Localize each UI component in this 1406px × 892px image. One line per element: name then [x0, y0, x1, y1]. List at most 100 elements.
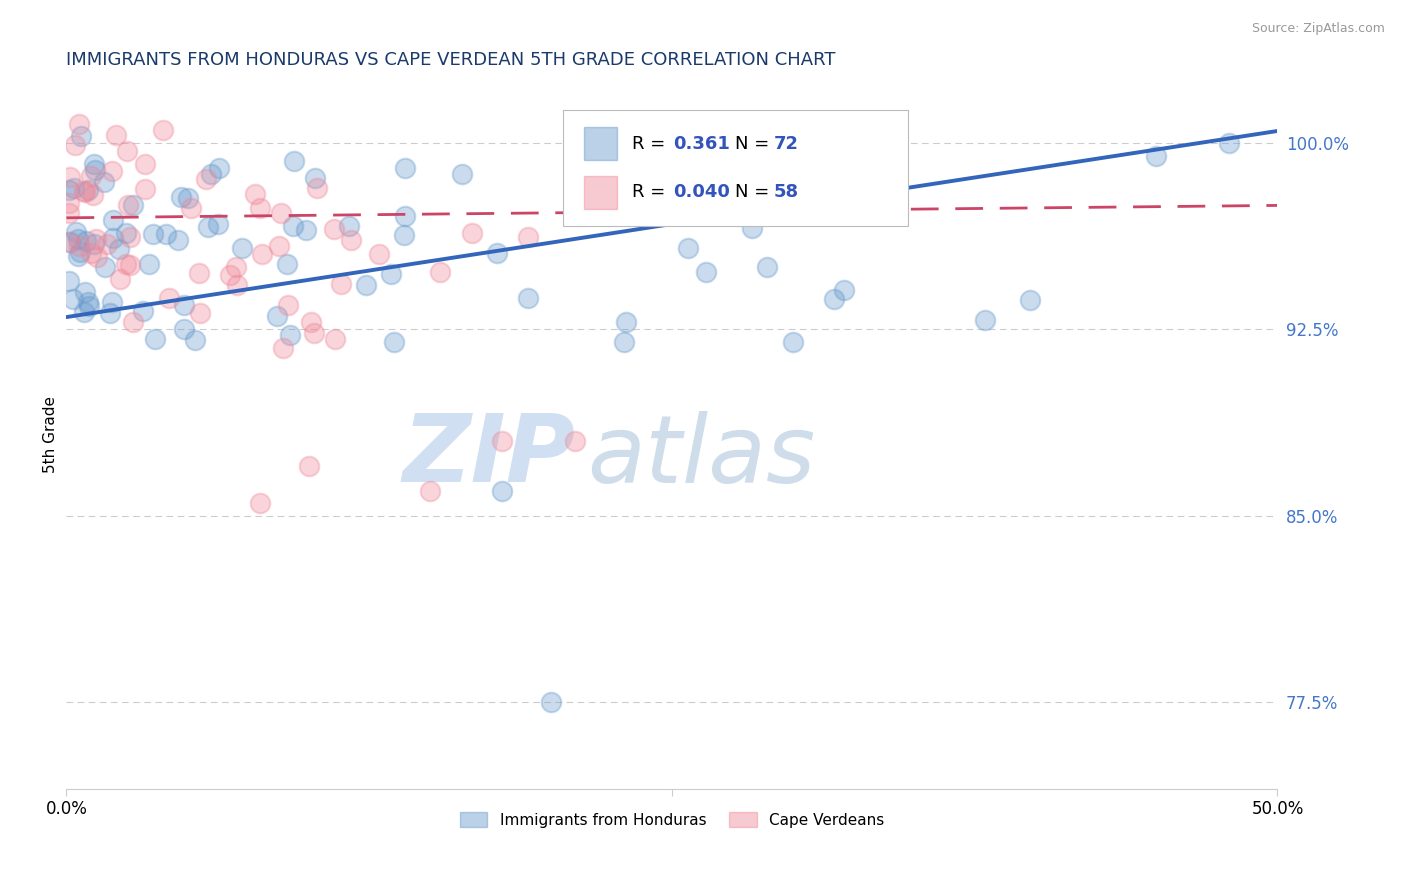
- Point: [249, 201, 271, 215]
- Point: [340, 233, 363, 247]
- Point: [295, 223, 318, 237]
- Point: [63, 138, 86, 153]
- Point: [208, 161, 231, 175]
- Legend: Immigrants from Honduras, Cape Verdeans: Immigrants from Honduras, Cape Verdeans: [454, 806, 890, 834]
- Point: [461, 226, 484, 240]
- Point: [243, 186, 266, 201]
- Point: [94, 260, 117, 274]
- Point: [118, 258, 141, 272]
- Point: [184, 333, 207, 347]
- Text: N =: N =: [735, 135, 775, 153]
- Bar: [583, 128, 617, 161]
- Point: [974, 313, 997, 327]
- Point: [122, 315, 145, 329]
- Point: [486, 246, 509, 260]
- Point: [200, 168, 222, 182]
- Point: [114, 226, 136, 240]
- Point: [225, 260, 247, 275]
- Point: [392, 228, 415, 243]
- Point: [77, 295, 100, 310]
- Text: 58: 58: [773, 183, 799, 201]
- Point: [188, 266, 211, 280]
- Point: [188, 306, 211, 320]
- Point: [80, 245, 103, 260]
- Point: [75, 235, 97, 249]
- Point: [226, 278, 249, 293]
- Text: 0.361: 0.361: [673, 135, 730, 153]
- Point: [66, 249, 89, 263]
- Point: [277, 298, 299, 312]
- Point: [83, 157, 105, 171]
- Point: [73, 304, 96, 318]
- Point: [276, 256, 298, 270]
- Point: [614, 315, 637, 329]
- Point: [304, 171, 326, 186]
- Point: [58, 196, 80, 211]
- Point: [115, 257, 138, 271]
- Point: [298, 458, 321, 473]
- Point: [384, 334, 406, 349]
- Point: [612, 334, 634, 349]
- Point: [67, 232, 90, 246]
- Point: [195, 172, 218, 186]
- Point: [121, 198, 143, 212]
- Point: [307, 181, 329, 195]
- Point: [491, 483, 513, 498]
- Point: [77, 300, 100, 314]
- Point: [108, 272, 131, 286]
- Point: [84, 232, 107, 246]
- Point: [207, 217, 229, 231]
- Point: [834, 283, 856, 297]
- Point: [98, 305, 121, 319]
- Point: [755, 260, 778, 274]
- Point: [69, 128, 91, 143]
- Point: [270, 206, 292, 220]
- Point: [167, 233, 190, 247]
- Point: [83, 162, 105, 177]
- Point: [86, 250, 108, 264]
- Point: [540, 695, 562, 709]
- Point: [564, 434, 586, 449]
- Point: [266, 309, 288, 323]
- Point: [823, 292, 845, 306]
- Point: [173, 297, 195, 311]
- Point: [58, 274, 80, 288]
- Text: N =: N =: [735, 183, 775, 201]
- Point: [138, 257, 160, 271]
- Point: [394, 161, 416, 176]
- Point: [67, 238, 90, 252]
- Point: [82, 188, 104, 202]
- Text: R =: R =: [633, 135, 671, 153]
- Bar: [583, 176, 617, 209]
- Point: [73, 184, 96, 198]
- Point: [419, 483, 441, 498]
- Point: [117, 197, 139, 211]
- Point: [695, 265, 717, 279]
- Point: [120, 230, 142, 244]
- Point: [80, 169, 103, 183]
- Point: [58, 206, 80, 220]
- Text: atlas: atlas: [588, 410, 815, 501]
- Point: [96, 237, 118, 252]
- Text: 72: 72: [773, 135, 799, 153]
- Point: [782, 334, 804, 349]
- Point: [517, 230, 540, 244]
- Point: [143, 332, 166, 346]
- Point: [323, 332, 346, 346]
- Point: [134, 182, 156, 196]
- Point: [249, 496, 271, 510]
- Point: [337, 219, 360, 234]
- Point: [134, 156, 156, 170]
- Point: [59, 169, 82, 184]
- Point: [107, 242, 129, 256]
- Point: [368, 247, 391, 261]
- Point: [299, 315, 322, 329]
- Text: 0.040: 0.040: [673, 183, 730, 201]
- Point: [83, 237, 105, 252]
- Point: [302, 326, 325, 340]
- Point: [62, 180, 84, 194]
- Point: [322, 222, 344, 236]
- Point: [394, 209, 416, 223]
- Point: [177, 191, 200, 205]
- Point: [69, 244, 91, 259]
